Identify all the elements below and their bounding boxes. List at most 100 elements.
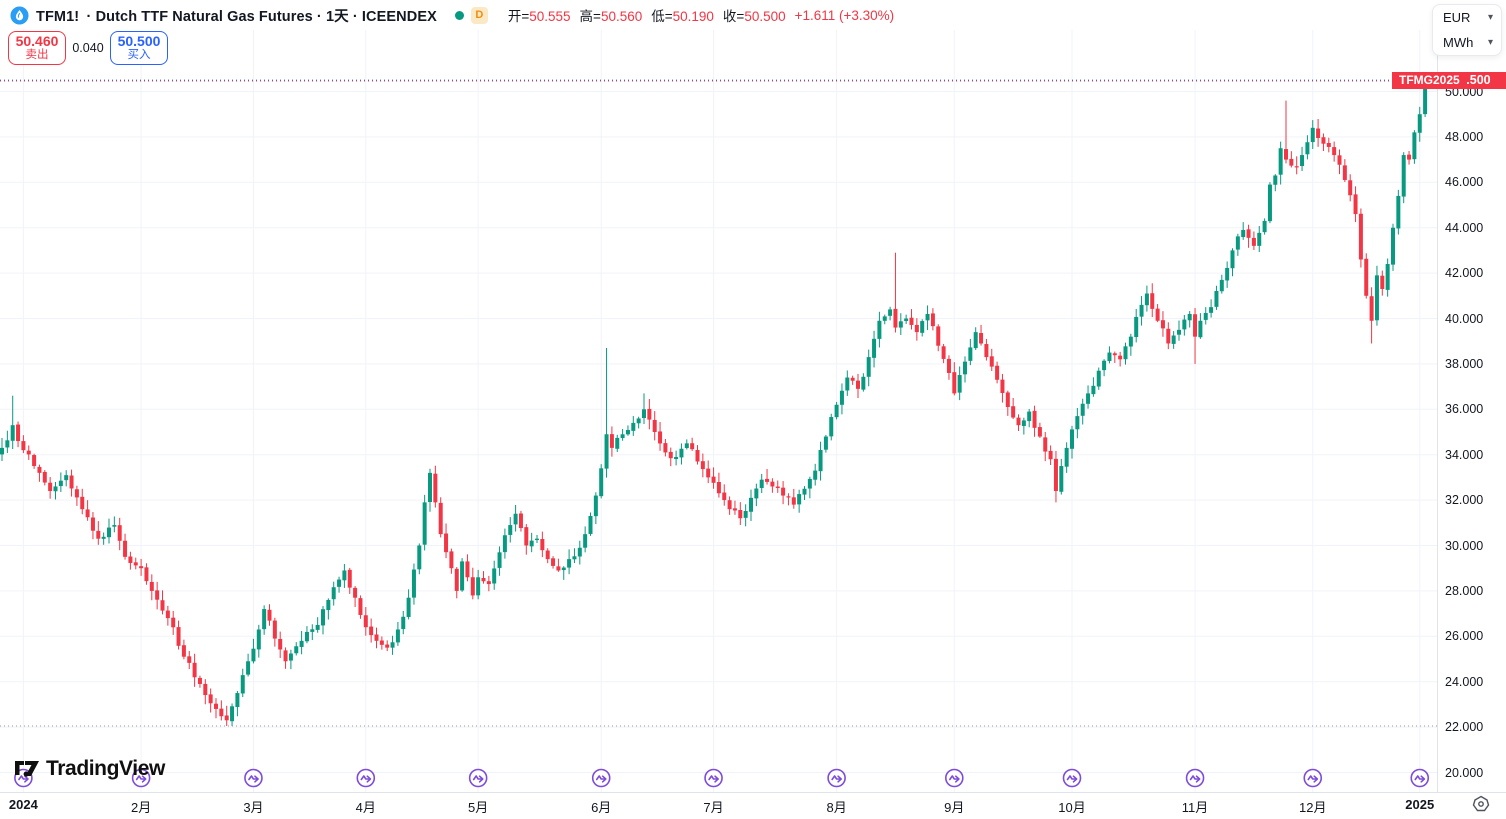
timescale-mark-icon[interactable]	[1303, 768, 1323, 788]
candle[interactable]	[64, 475, 69, 481]
candle[interactable]	[460, 561, 465, 591]
candle[interactable]	[1214, 290, 1219, 307]
candle[interactable]	[647, 408, 652, 420]
candle[interactable]	[674, 456, 679, 460]
candle[interactable]	[1016, 417, 1021, 426]
candle[interactable]	[203, 683, 208, 696]
candle[interactable]	[732, 508, 737, 511]
candle[interactable]	[914, 324, 919, 333]
candle[interactable]	[1203, 312, 1208, 320]
candle[interactable]	[1417, 114, 1422, 133]
candle[interactable]	[1230, 250, 1235, 269]
time-axis[interactable]: 2024 2月 3月 4月 5月 6月 7月 8月 9月 10月 11月 12月 2025	[0, 792, 1506, 819]
candle[interactable]	[716, 482, 721, 494]
candle[interactable]	[700, 461, 705, 470]
candle[interactable]	[197, 677, 202, 684]
candle[interactable]	[481, 577, 486, 582]
candle[interactable]	[181, 645, 186, 657]
candle[interactable]	[802, 488, 807, 495]
candle[interactable]	[1005, 392, 1010, 408]
candle[interactable]	[1289, 158, 1294, 166]
candle[interactable]	[417, 545, 422, 570]
candle[interactable]	[123, 540, 128, 557]
candle[interactable]	[96, 530, 101, 539]
currency-dropdown[interactable]: EUR ▾	[1433, 5, 1501, 30]
candle[interactable]	[872, 338, 877, 358]
candle[interactable]	[631, 422, 636, 431]
candle[interactable]	[80, 496, 85, 510]
candle[interactable]	[1337, 155, 1342, 165]
timescale-mark-icon[interactable]	[1062, 768, 1082, 788]
candle[interactable]	[1177, 329, 1181, 335]
timescale-mark-icon[interactable]	[704, 768, 723, 788]
candle[interactable]	[214, 703, 218, 709]
candle[interactable]	[1139, 304, 1144, 317]
candle[interactable]	[995, 365, 1000, 380]
candle[interactable]	[968, 347, 973, 361]
candle[interactable]	[411, 569, 416, 598]
candle[interactable]	[1102, 360, 1107, 371]
candle[interactable]	[1353, 194, 1358, 215]
candle[interactable]	[679, 448, 684, 458]
symbol-title[interactable]: TFM1! · Dutch TTF Natural Gas Futures · …	[36, 8, 437, 25]
candle[interactable]	[524, 527, 529, 546]
candle[interactable]	[32, 455, 37, 467]
candle[interactable]	[1155, 308, 1160, 321]
unit-dropdown[interactable]: MWh ▾	[1433, 30, 1501, 55]
candle[interactable]	[465, 561, 470, 578]
candle[interactable]	[438, 502, 443, 535]
candle[interactable]	[952, 372, 957, 394]
candle[interactable]	[963, 361, 967, 375]
candle[interactable]	[37, 466, 42, 473]
candle[interactable]	[69, 475, 74, 489]
candle[interactable]	[5, 440, 10, 448]
candle[interactable]	[240, 675, 245, 694]
candle[interactable]	[326, 599, 331, 611]
candle[interactable]	[754, 488, 759, 499]
candle[interactable]	[422, 502, 427, 545]
candle[interactable]	[171, 617, 176, 628]
candle[interactable]	[551, 558, 556, 566]
candle[interactable]	[1187, 313, 1192, 321]
candle[interactable]	[149, 581, 154, 591]
candle[interactable]	[866, 357, 871, 377]
candle[interactable]	[856, 380, 860, 389]
candle[interactable]	[1193, 314, 1198, 337]
delayed-data-badge[interactable]: D	[470, 6, 488, 24]
candle[interactable]	[529, 540, 534, 547]
candle[interactable]	[786, 496, 791, 498]
candle[interactable]	[1198, 320, 1203, 338]
candle[interactable]	[823, 436, 828, 450]
candle[interactable]	[262, 609, 267, 630]
timezone-settings-icon[interactable]	[1471, 794, 1491, 814]
candle[interactable]	[609, 434, 614, 448]
candle[interactable]	[476, 577, 481, 596]
candle[interactable]	[486, 581, 491, 585]
sell-button[interactable]: 50.460 卖出	[8, 31, 66, 65]
timescale-mark-icon[interactable]	[827, 768, 846, 788]
candle[interactable]	[791, 497, 796, 505]
candle[interactable]	[1385, 264, 1390, 290]
candle[interactable]	[1412, 132, 1417, 160]
chart-plot-area[interactable]	[0, 30, 1437, 792]
candle[interactable]	[1364, 258, 1369, 296]
candle[interactable]	[294, 646, 299, 654]
candle[interactable]	[920, 321, 925, 333]
candle[interactable]	[385, 644, 390, 648]
candle[interactable]	[337, 579, 342, 587]
candle[interactable]	[1380, 275, 1385, 289]
candle[interactable]	[133, 562, 138, 566]
candle[interactable]	[1407, 154, 1412, 160]
candle[interactable]	[909, 317, 914, 325]
candle[interactable]	[583, 534, 588, 548]
candle[interactable]	[369, 626, 374, 636]
candle[interactable]	[10, 425, 15, 441]
candle[interactable]	[444, 533, 449, 553]
candle[interactable]	[283, 650, 288, 662]
candle[interactable]	[1332, 147, 1337, 156]
candle[interactable]	[208, 694, 213, 704]
candle[interactable]	[941, 346, 946, 359]
candle[interactable]	[925, 313, 930, 321]
candle[interactable]	[567, 559, 572, 568]
candle[interactable]	[497, 552, 502, 568]
